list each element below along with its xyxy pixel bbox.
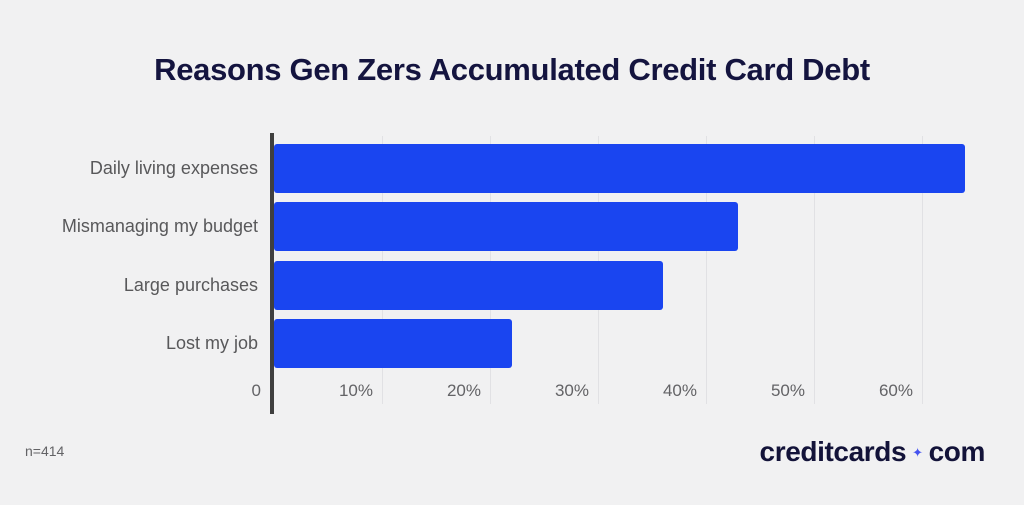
x-tick-label: 0 <box>251 381 261 400</box>
x-tick-label: 30% <box>554 381 589 400</box>
y-axis-line <box>270 133 274 414</box>
bar <box>274 260 663 310</box>
bar <box>274 144 966 193</box>
sparkle-diamond-icon: ✦ <box>912 445 923 460</box>
x-tick-label: 50% <box>770 381 805 400</box>
brand-text-com: com <box>928 436 986 467</box>
x-tick-label: 10% <box>338 381 373 400</box>
gridline-50 <box>814 136 815 404</box>
bar <box>274 319 512 369</box>
category-label: Daily living expenses <box>89 158 258 178</box>
category-label: Lost my job <box>165 333 258 354</box>
gridline-60 <box>922 136 923 404</box>
x-tick-label: 20% <box>446 381 481 400</box>
x-tick-label: 60% <box>878 381 913 400</box>
chart-title: Reasons Gen Zers Accumulated Credit Card… <box>154 52 870 87</box>
brand-text-creditcards: creditcards <box>759 436 907 467</box>
category-label: Large purchases <box>123 274 258 295</box>
x-tick-label: 40% <box>662 381 697 400</box>
gridline-40 <box>706 136 707 404</box>
category-label: Mismanaging my budget <box>61 216 258 237</box>
sample-size-note: n=414 <box>25 443 65 459</box>
brand-logo: creditcards ✦ com <box>759 436 986 468</box>
bar <box>274 202 739 252</box>
